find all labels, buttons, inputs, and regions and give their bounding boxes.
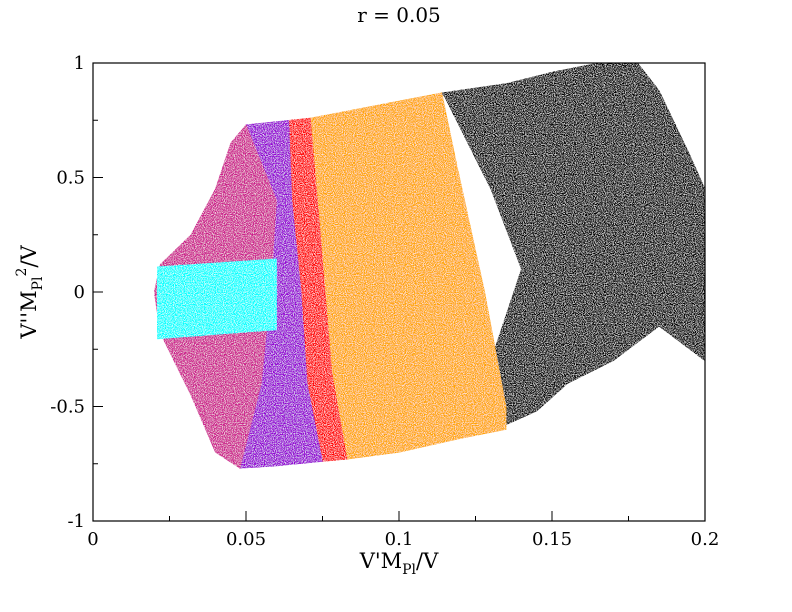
x-axis-label-subscript: Pl xyxy=(402,562,416,578)
y-tick-label-4: -1 xyxy=(67,511,85,532)
y-axis-label: V''MPl2/V xyxy=(14,245,46,340)
x-tick-label-4: 0.2 xyxy=(691,529,720,550)
y-tick-label-1: 0.5 xyxy=(56,168,85,189)
x-axis-label-tail: /V xyxy=(416,549,439,573)
y-tick-label-0: 1 xyxy=(74,53,85,74)
series-region-5 xyxy=(157,258,277,340)
y-tick-label-3: -0.5 xyxy=(50,397,85,418)
x-tick-label-3: 0.15 xyxy=(532,529,572,550)
y-axis-label-base: V''M xyxy=(17,290,41,339)
x-axis-label: V'MPl/V xyxy=(359,549,439,578)
x-tick-label-0: 0 xyxy=(87,529,98,550)
y-axis-label-tail: /V xyxy=(17,245,41,268)
x-axis-label-base: V'M xyxy=(359,549,402,573)
data-regions xyxy=(153,63,705,469)
series-region-0 xyxy=(441,63,705,433)
x-tick-label-2: 0.1 xyxy=(385,529,414,550)
chart-title: r = 0.05 xyxy=(357,3,441,27)
y-axis: 1 0.5 0 -0.5 -1 xyxy=(50,53,103,532)
y-axis-label-subscript: Pl xyxy=(30,276,46,290)
y-tick-label-2: 0 xyxy=(74,282,85,303)
x-axis: 0 0.05 0.1 0.15 0.2 xyxy=(87,511,719,550)
x-tick-label-1: 0.05 xyxy=(226,529,266,550)
y-axis-label-superscript: 2 xyxy=(14,268,30,277)
